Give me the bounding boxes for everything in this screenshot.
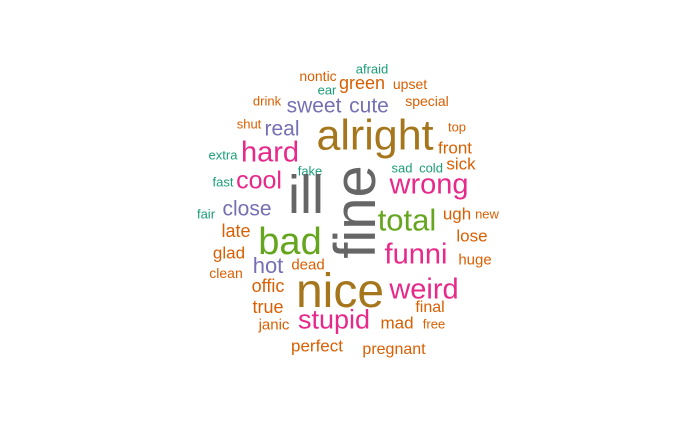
word-drink: drink [252, 93, 282, 109]
word-afraid: afraid [355, 61, 389, 77]
word-fake: fake [297, 163, 323, 179]
word-perfect: perfect [291, 336, 343, 356]
word-ill: ill [288, 165, 324, 225]
word-top: top [447, 119, 467, 135]
word-wrong: wrong [389, 168, 469, 201]
word-alright: alright [316, 111, 434, 160]
word-nontic: nontic [299, 68, 337, 84]
word-ugh: ugh [442, 204, 472, 224]
word-janic: janic [258, 316, 290, 334]
word-late: late [221, 221, 251, 241]
word-sweet: sweet [286, 94, 342, 118]
word-pregnant: pregnant [362, 341, 426, 358]
word-fine: fine [323, 165, 388, 259]
word-lose: lose [456, 226, 488, 246]
word-front: front [437, 138, 473, 158]
word-cold: cold [419, 160, 443, 176]
word-mad: mad [380, 313, 414, 333]
word-sick: sick [446, 154, 476, 174]
word-weird: weird [389, 273, 459, 306]
word-green: green [338, 73, 386, 93]
word-stupid: stupid [297, 304, 371, 335]
word-total: total [377, 202, 437, 238]
word-offic: offic [251, 276, 285, 296]
word-clean: clean [209, 265, 243, 281]
word-fast: fast [212, 174, 234, 190]
word-shut: shut [236, 116, 262, 132]
word-new: new [475, 206, 499, 222]
word-hard: hard [240, 136, 300, 169]
word-sad: sad [391, 160, 413, 176]
word-upset: upset [392, 76, 428, 92]
word-bad: bad [258, 221, 322, 263]
word-huge: huge [458, 251, 492, 269]
word-fair: fair [196, 206, 216, 222]
word-real: real [264, 117, 300, 141]
word-nice: nice [295, 265, 385, 318]
word-funni: funni [384, 238, 448, 271]
word-cool: cool [236, 166, 282, 195]
word-cute: cute [349, 94, 389, 118]
word-dead: dead [291, 256, 325, 274]
word-close: close [222, 197, 272, 221]
word-hot: hot [252, 253, 284, 278]
word-extra: extra [208, 147, 238, 163]
word-true: true [252, 297, 284, 317]
word-free: free [422, 316, 446, 332]
word-final: final [415, 299, 445, 316]
word-special: special [405, 93, 449, 109]
word-ear: ear [317, 82, 337, 98]
word-glad: glad [212, 243, 246, 263]
